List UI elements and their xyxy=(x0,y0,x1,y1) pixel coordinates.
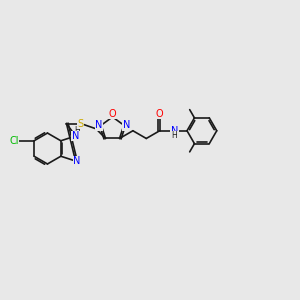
Text: Cl: Cl xyxy=(9,136,19,146)
Text: O: O xyxy=(109,109,116,119)
Text: H: H xyxy=(172,131,177,140)
Text: H: H xyxy=(74,126,80,135)
Text: N: N xyxy=(171,126,178,136)
Text: N: N xyxy=(72,131,79,141)
Text: N: N xyxy=(122,120,130,130)
Text: O: O xyxy=(156,109,164,118)
Text: S: S xyxy=(78,118,84,128)
Text: N: N xyxy=(73,156,81,166)
Text: N: N xyxy=(95,120,103,130)
